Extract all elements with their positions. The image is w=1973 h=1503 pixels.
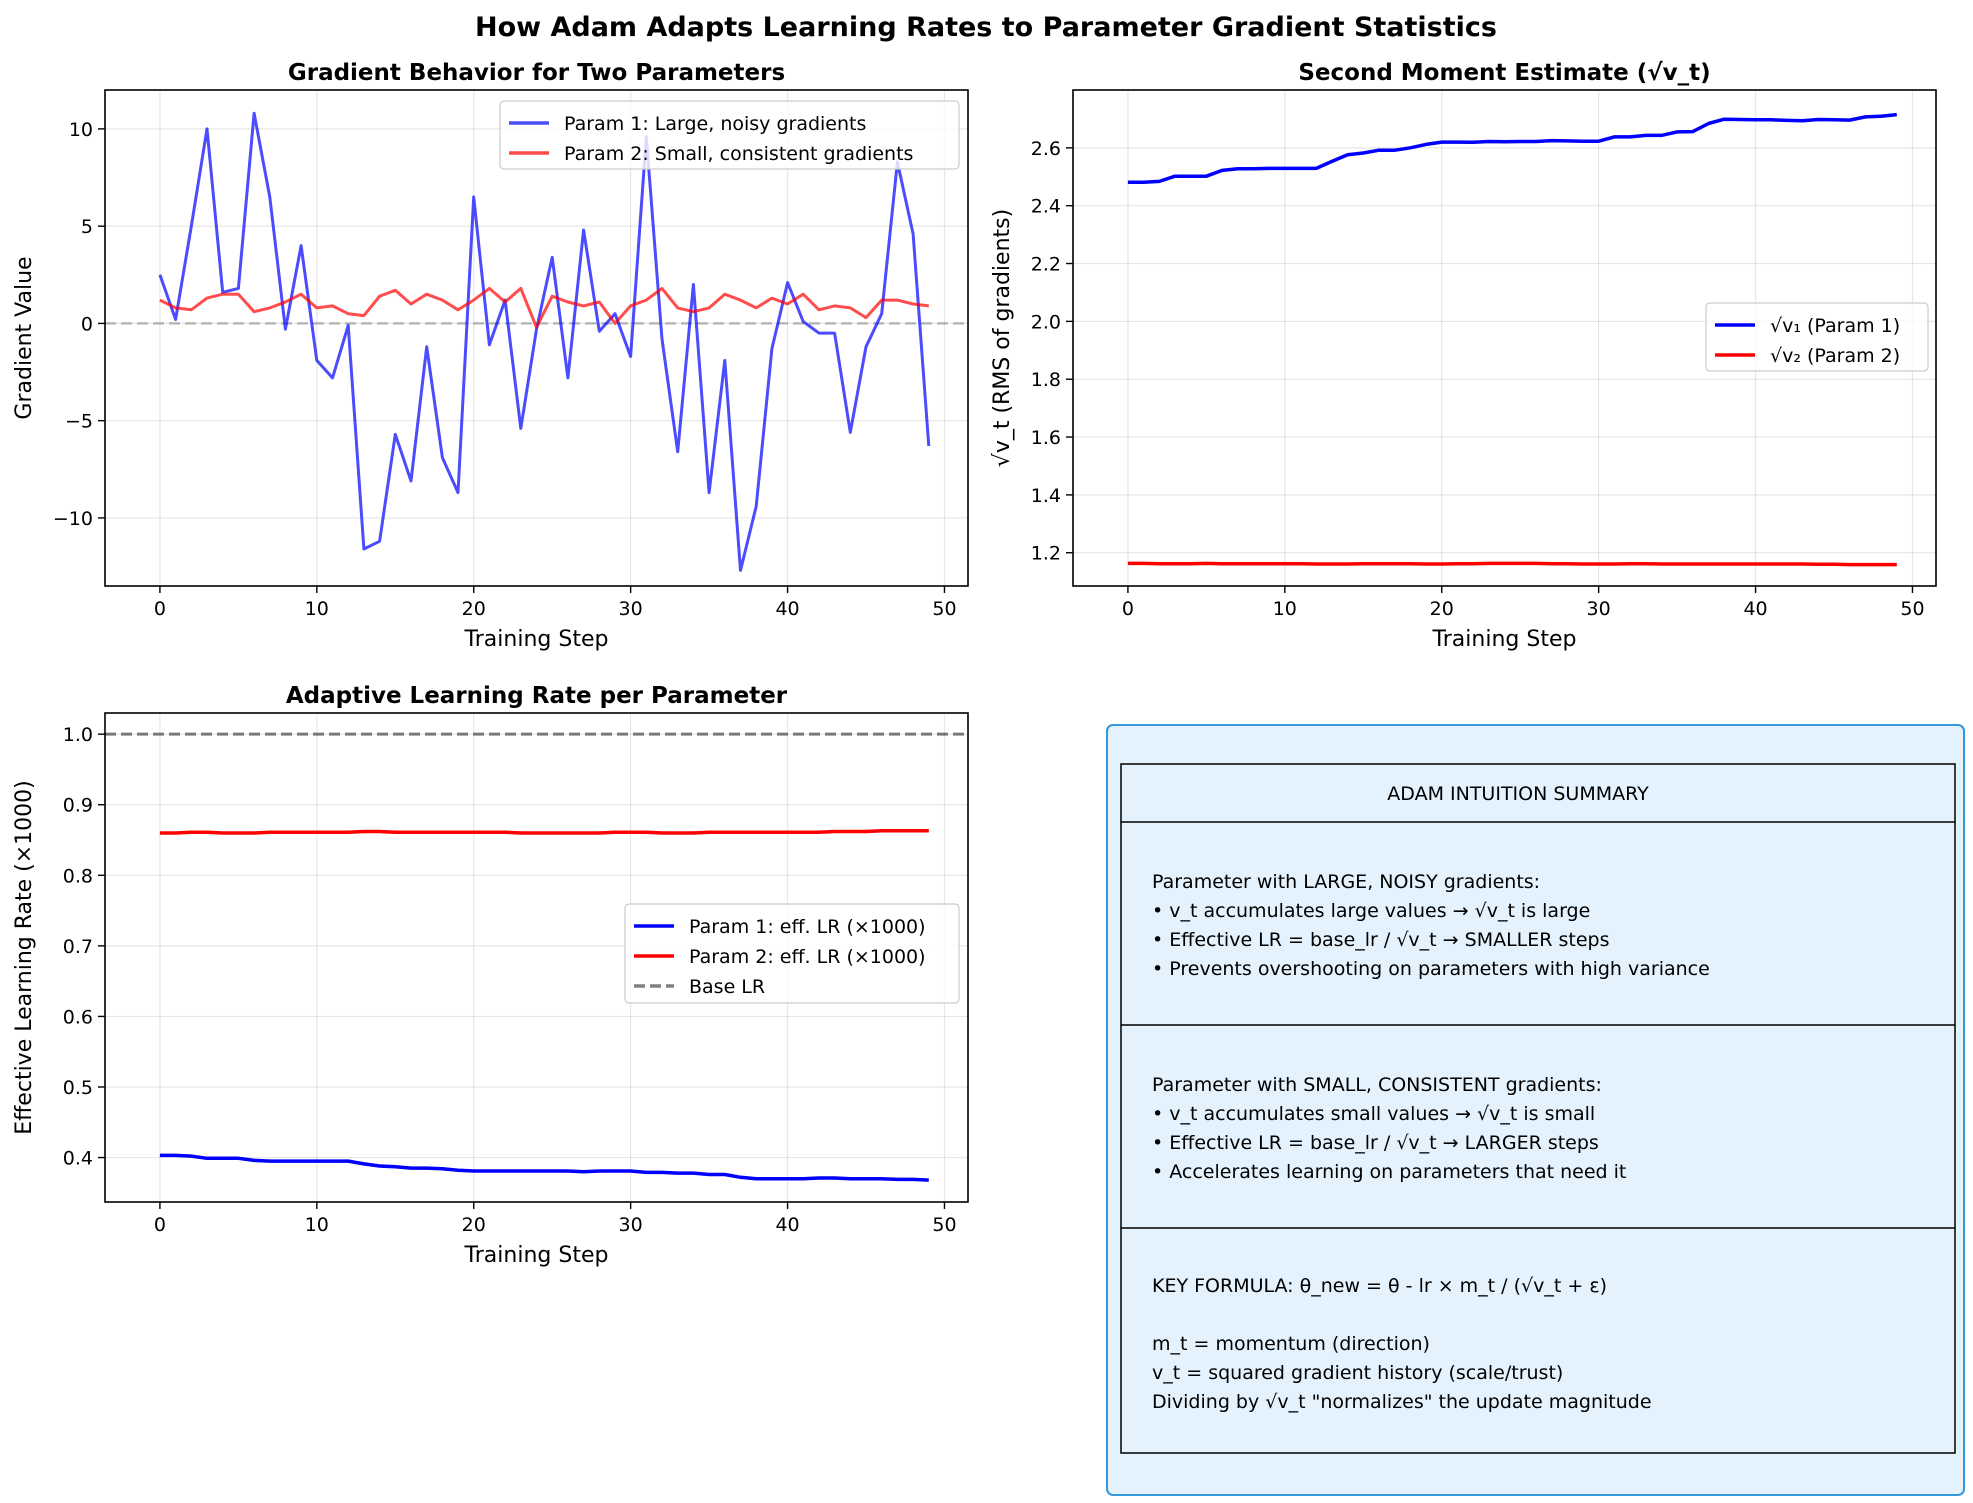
y-tick-label: −5 — [65, 411, 93, 433]
y-tick-label: 10 — [69, 119, 93, 141]
y-tick-label: 1.2 — [1031, 543, 1061, 565]
y-tick-label: 1.0 — [63, 724, 93, 746]
summary-section1-line: • v_t accumulates large values → √v_t is… — [1152, 900, 1590, 922]
axes-frame — [1072, 89, 1937, 587]
y-tick-label: 0.8 — [63, 865, 93, 887]
y-tick-label: 2.0 — [1031, 311, 1061, 333]
y-axis-label: Gradient Value — [12, 256, 37, 419]
series-line-2 — [1127, 561, 1897, 567]
summary-formula: KEY FORMULA: θ_new = θ - lr × m_t / (√v_… — [1152, 1275, 1607, 1297]
y-tick-label: 0.9 — [63, 795, 93, 817]
y-tick-label: 0.7 — [63, 936, 93, 958]
legend-label: Param 2: eff. LR (×1000) — [689, 946, 926, 968]
legend-box — [499, 100, 960, 170]
summary-header: ADAM INTUITION SUMMARY — [1387, 783, 1649, 805]
y-tick-label: 2.2 — [1031, 254, 1061, 276]
series-line-1 — [1127, 112, 1897, 185]
panel-gradient-behavior: 0 10 20 30 40 50 −10 −5 0 5 10 Gradient Behavior fo… — [12, 60, 969, 652]
summary-section3-line: v_t = squared gradient history (scale/tr… — [1152, 1362, 1563, 1384]
x-tick-label: 10 — [305, 598, 329, 620]
summary-section1-line: • Effective LR = base_lr / √v_t → SMALLE… — [1152, 929, 1610, 951]
x-tick-label: 20 — [1430, 598, 1454, 620]
x-tick-label: 0 — [154, 1214, 166, 1236]
y-tick-label: 2.4 — [1031, 196, 1061, 218]
legend-label: Param 2: Small, consistent gradients — [564, 143, 913, 165]
y-tick-label: 1.4 — [1031, 485, 1061, 507]
x-tick-label: 30 — [619, 1214, 643, 1236]
y-tick-label: −10 — [53, 508, 93, 530]
x-axis-label: Training Step — [464, 627, 609, 652]
x-tick-label: 10 — [1273, 598, 1297, 620]
series-line-1 — [158, 111, 931, 572]
x-tick-label: 10 — [305, 1214, 329, 1236]
panel-second-moment: 0 10 20 30 40 50 1.2 1.4 1.6 1.8 2.0 2.2 2.4 2.6 Secon… — [990, 60, 1937, 652]
summary-box-background — [1106, 724, 1965, 1496]
y-tick-label: 0.6 — [63, 1006, 93, 1028]
summary-box-frame — [1120, 763, 1956, 1454]
summary-section2-line: • v_t accumulates small values → √v_t is… — [1152, 1103, 1595, 1125]
summary-section2-line: • Accelerates learning on parameters tha… — [1152, 1161, 1626, 1183]
x-axis-label: Training Step — [1432, 627, 1577, 652]
y-tick-label: 2.6 — [1031, 138, 1061, 160]
panel-adaptive-lr: 0 10 20 30 40 50 0.4 0.5 0.6 0.7 0.8 0.9 1.0 Adaptive… — [12, 683, 969, 1268]
series-line-1 — [159, 1153, 929, 1182]
x-tick-label: 30 — [1587, 598, 1611, 620]
x-tick-label: 50 — [932, 1214, 956, 1236]
x-tick-label: 0 — [1122, 598, 1134, 620]
figure-suptitle: How Adam Adapts Learning Rates to Parame… — [475, 12, 1497, 43]
summary-box: ADAM INTUITION SUMMARY Parameter with LA… — [1106, 724, 1965, 1496]
x-tick-label: 0 — [154, 598, 166, 620]
y-tick-label: 1.6 — [1031, 427, 1061, 449]
legend-label: √v₂ (Param 2) — [1770, 345, 1900, 367]
x-tick-label: 50 — [1900, 598, 1924, 620]
summary-section2-line: • Effective LR = base_lr / √v_t → LARGER… — [1152, 1132, 1599, 1154]
x-tick-label: 40 — [1743, 598, 1767, 620]
summary-section2-heading: Parameter with SMALL, CONSISTENT gradien… — [1152, 1074, 1602, 1096]
chart-title: Adaptive Learning Rate per Parameter — [286, 683, 788, 709]
summary-section3-line: m_t = momentum (direction) — [1152, 1333, 1430, 1355]
legend-label: Param 1: Large, noisy gradients — [564, 113, 866, 135]
x-tick-label: 50 — [932, 598, 956, 620]
x-tick-label: 20 — [462, 1214, 486, 1236]
legend-label: √v₁ (Param 1) — [1770, 315, 1900, 337]
summary-section3-line: Dividing by √v_t "normalizes" the update… — [1152, 1391, 1652, 1413]
x-tick-label: 20 — [462, 598, 486, 620]
x-axis-label: Training Step — [464, 1243, 609, 1268]
axes-frame — [104, 712, 969, 1203]
y-tick-label: 0.4 — [63, 1148, 93, 1170]
summary-section1-heading: Parameter with LARGE, NOISY gradients: — [1152, 871, 1540, 893]
axes-frame — [104, 89, 969, 587]
series-line-2 — [159, 829, 929, 835]
y-tick-label: 0.5 — [63, 1077, 93, 1099]
legend-label: Base LR — [689, 976, 765, 998]
x-tick-label: 40 — [775, 1214, 799, 1236]
y-tick-label: 0 — [81, 313, 93, 335]
y-tick-label: 5 — [81, 216, 93, 238]
series-line-2 — [159, 286, 929, 329]
chart-title: Gradient Behavior for Two Parameters — [288, 60, 785, 86]
y-axis-label: √v_t (RMS of gradients) — [990, 209, 1015, 467]
legend-label: Param 1: eff. LR (×1000) — [689, 916, 926, 938]
y-axis-label: Effective Learning Rate (×1000) — [12, 780, 37, 1135]
x-tick-label: 30 — [619, 598, 643, 620]
summary-section1-line: • Prevents overshooting on parameters wi… — [1152, 958, 1710, 980]
chart-title: Second Moment Estimate (√v_t) — [1298, 60, 1710, 86]
legend-box — [1705, 302, 1929, 372]
x-tick-label: 40 — [775, 598, 799, 620]
legend-box — [624, 903, 960, 1004]
y-tick-label: 1.8 — [1031, 369, 1061, 391]
